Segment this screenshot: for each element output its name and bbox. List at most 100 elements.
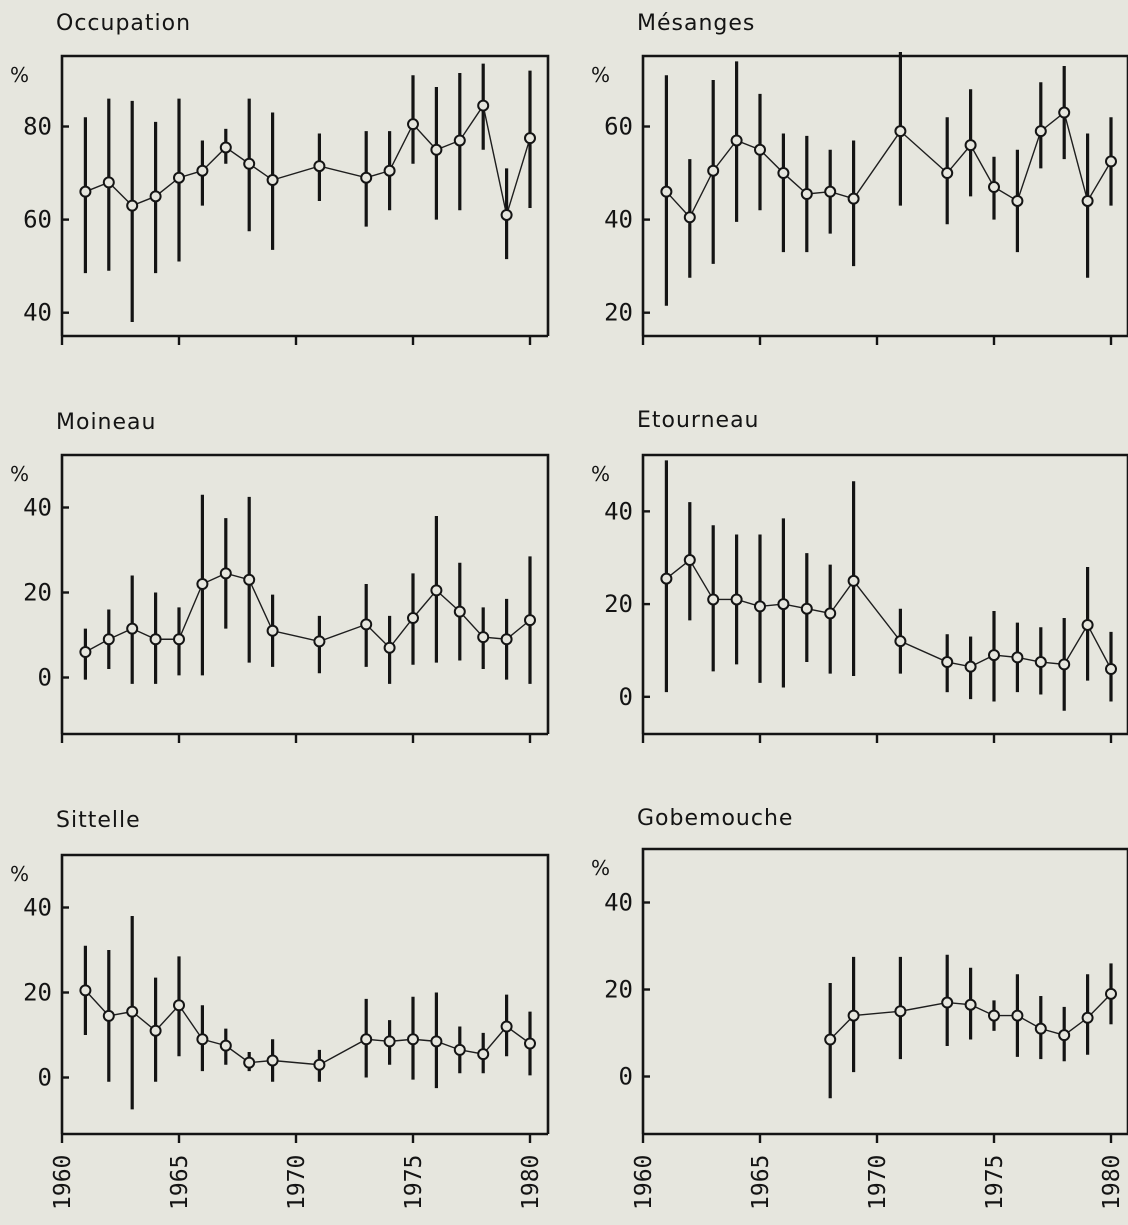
data-point (941, 167, 954, 180)
data-point (524, 132, 536, 145)
data-point (524, 1037, 536, 1050)
data-point (79, 984, 92, 997)
x-tick-label: 1965 (167, 1155, 193, 1210)
data-point (1081, 194, 1094, 207)
y-tick-label: 40 (23, 894, 52, 922)
y-tick-label: 40 (23, 494, 52, 522)
y-tick-labels: 0 20 40 (604, 497, 650, 711)
data-point (383, 641, 396, 654)
panel-mesanges: Mésanges 20 40 60% (591, 11, 1128, 345)
data-point (196, 578, 209, 590)
data-point (126, 199, 139, 212)
y-tick-label: 20 (23, 979, 52, 1007)
data-point (453, 134, 466, 147)
data-point (988, 181, 1000, 194)
x-tick-label: 1980 (518, 1155, 544, 1210)
panel-title-etourneau: Etourneau (637, 408, 760, 433)
data-point (683, 211, 696, 224)
panel-gobemouche: Gobemouche 0 20 40% (591, 806, 1128, 1143)
y-tick-label: 80 (23, 113, 52, 141)
data-point (219, 567, 232, 580)
data-point (1081, 618, 1094, 631)
data-point (500, 208, 513, 221)
data-point (777, 167, 790, 180)
data-point (500, 1020, 513, 1033)
data-point (266, 174, 279, 187)
data-point (730, 593, 743, 606)
x-tick-label: 1980 (1099, 1155, 1125, 1210)
x-tick-label: 1970 (865, 1155, 891, 1210)
data-point (173, 633, 185, 646)
data-point (988, 1009, 1000, 1022)
data-point (102, 176, 115, 189)
data-point (1034, 125, 1047, 138)
data-point (683, 554, 696, 567)
data-point (126, 1005, 139, 1018)
y-tick-labels: 0 20 40 (23, 494, 69, 692)
data-point (453, 605, 466, 618)
y-tick-label: 0 (38, 664, 52, 692)
data-point (173, 999, 185, 1012)
unit-label: % (10, 63, 29, 87)
panel-frame (60, 853, 550, 1134)
data-point (730, 134, 743, 147)
panel-etourneau: Etourneau 0 20 40% (591, 408, 1128, 743)
data-point (1105, 663, 1117, 675)
x-tick-label: 1970 (284, 1155, 310, 1210)
unit-label: % (591, 856, 610, 880)
data-point (1058, 106, 1071, 119)
data-point (102, 633, 115, 646)
panel-frame (641, 847, 1128, 1134)
data-point (196, 1033, 209, 1046)
panel-title-gobemouche: Gobemouche (637, 806, 793, 831)
series-line (665, 558, 1112, 670)
data-point (383, 164, 396, 177)
y-tick-label: 40 (604, 497, 633, 525)
y-tick-label: 60 (604, 113, 633, 141)
data-point (707, 164, 720, 177)
x-tick-label: 1975 (982, 1155, 1008, 1210)
panel-occupation: Occupation 40 60 80% (10, 11, 550, 345)
y-tick-label: 20 (23, 579, 52, 607)
data-point (660, 185, 673, 198)
unit-label: % (591, 462, 610, 486)
y-tick-label: 20 (604, 299, 633, 327)
unit-label: % (10, 462, 29, 486)
panel-frame (60, 453, 550, 734)
data-point (266, 624, 279, 637)
data-point (430, 143, 443, 156)
data-point (754, 143, 766, 156)
data-point (660, 572, 673, 585)
y-tick-label: 20 (604, 590, 633, 618)
data-point (964, 998, 977, 1011)
data-point (360, 1033, 373, 1046)
data-point (196, 164, 209, 177)
data-point (1058, 658, 1071, 671)
data-point (1034, 1022, 1047, 1035)
data-point (243, 573, 256, 586)
data-point (824, 1033, 837, 1046)
data-point (524, 614, 536, 627)
x-tick-label: 1975 (401, 1155, 427, 1210)
data-point (360, 171, 373, 184)
data-point (407, 612, 419, 624)
y-tick-labels: 40 60 80 (23, 113, 69, 327)
data-point (149, 190, 162, 203)
data-point (964, 660, 977, 673)
y-tick-label: 40 (604, 889, 633, 917)
data-point (894, 125, 907, 138)
y-tick-label: 60 (23, 206, 52, 234)
data-point (847, 192, 860, 205)
data-point (477, 99, 490, 112)
data-point (477, 1048, 490, 1061)
data-point (173, 171, 185, 184)
data-point (1011, 1009, 1024, 1022)
data-point (149, 1024, 162, 1037)
panel-title-mesanges: Mésanges (637, 11, 755, 36)
y-tick-label: 40 (604, 206, 633, 234)
data-point (847, 574, 860, 587)
data-point (941, 656, 954, 669)
data-point (313, 635, 326, 648)
data-point (1105, 987, 1117, 1000)
